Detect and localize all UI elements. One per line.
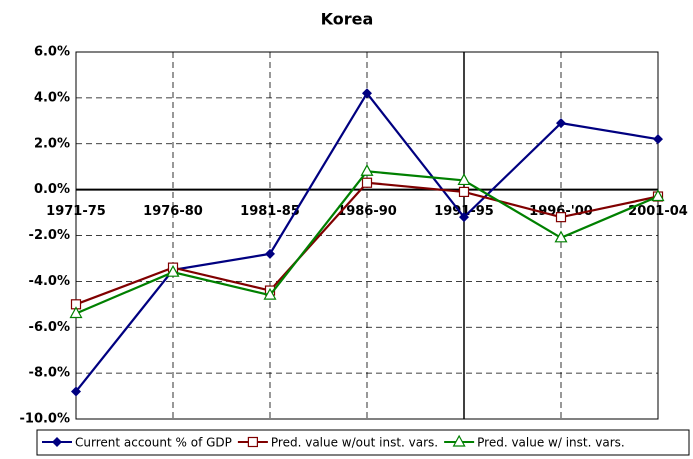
marker-triangle <box>651 189 665 202</box>
y-tick-label: -8.0% <box>29 366 70 381</box>
y-tick-label: 6.0% <box>34 45 70 60</box>
marker-triangle <box>457 173 471 186</box>
y-tick-label: -10.0% <box>20 412 71 427</box>
marker-diamond <box>653 134 663 145</box>
marker-triangle <box>452 434 466 447</box>
marker-square <box>458 186 470 198</box>
marker-square <box>555 212 567 223</box>
x-tick-label: 1976-80 <box>143 204 203 219</box>
chart-title: Korea <box>321 10 374 29</box>
marker-diamond <box>459 212 469 223</box>
marker-triangle <box>263 287 277 300</box>
legend-label: Pred. value w/out inst. vars. <box>271 436 438 450</box>
marker-diamond <box>52 437 62 447</box>
marker-diamond <box>556 118 566 129</box>
marker-triangle <box>69 306 83 319</box>
x-tick-label: 2001-04 <box>628 204 688 219</box>
y-tick-label: 0.0% <box>34 182 70 197</box>
marker-diamond <box>71 386 81 397</box>
marker-triangle <box>166 264 180 277</box>
legend-label: Pred. value w/ inst. vars. <box>477 436 625 450</box>
marker-square <box>361 177 373 188</box>
marker-diamond <box>362 88 372 99</box>
x-tick-label: 1986-90 <box>337 204 397 219</box>
marker-triangle <box>554 230 568 243</box>
x-tick-label: 1971-75 <box>46 204 106 219</box>
legend-box <box>36 429 690 456</box>
marker-diamond <box>265 248 275 259</box>
x-tick-label: 1991-95 <box>434 204 494 219</box>
x-tick-label: 1996-'00 <box>529 204 593 219</box>
marker-square <box>247 436 258 448</box>
y-tick-label: 2.0% <box>34 136 70 151</box>
y-tick-label: -6.0% <box>29 320 70 335</box>
marker-triangle <box>360 164 374 176</box>
legend-label: Current account % of GDP <box>75 436 232 450</box>
y-tick-label: -2.0% <box>29 228 70 243</box>
y-tick-label: 4.0% <box>34 90 70 105</box>
x-tick-label: 1981-85 <box>240 204 300 219</box>
y-tick-label: -4.0% <box>29 274 70 289</box>
